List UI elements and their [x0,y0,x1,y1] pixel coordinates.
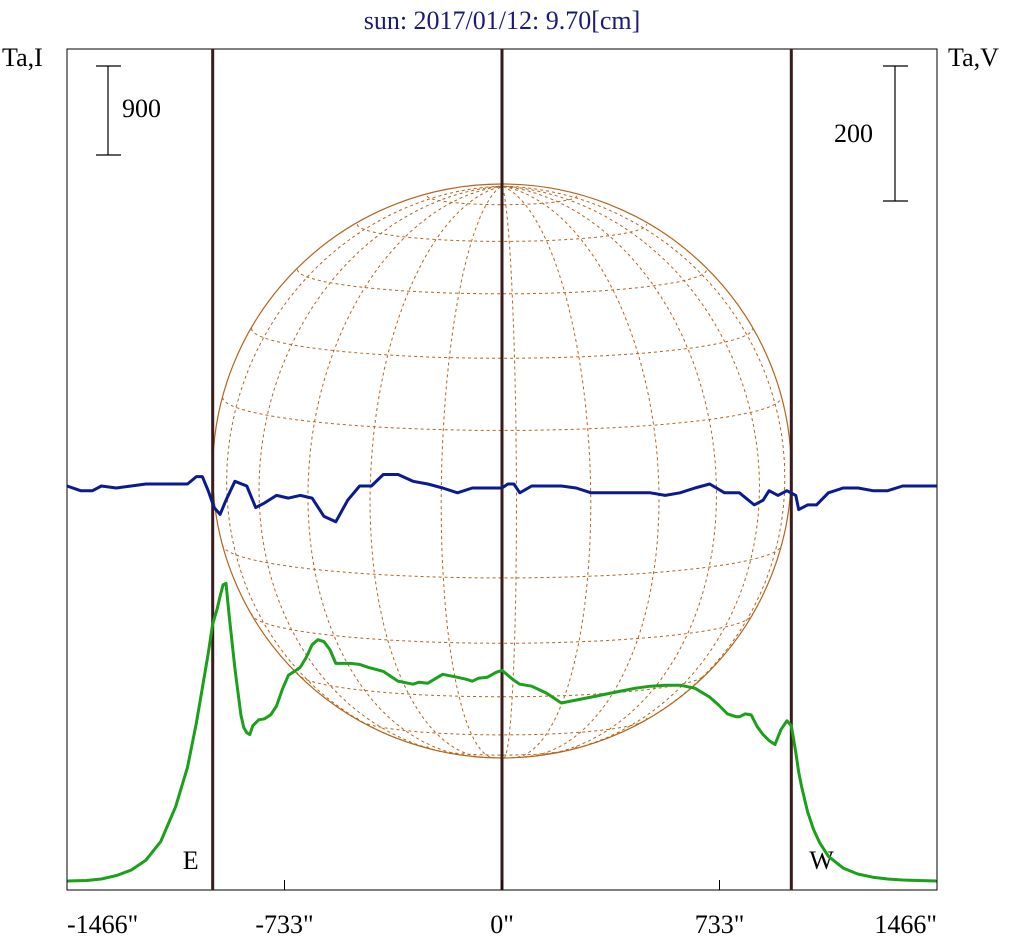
disk-longitude-line [440,185,503,759]
disk-longitude-line [501,185,592,759]
disk-longitude-line [307,185,503,758]
disk-latitude-line [251,613,753,644]
disk-latitude-line [251,328,753,359]
scale-bar-right: 200 [834,65,908,202]
limb-marker-label: E [183,846,199,875]
disk-longitude-line [501,185,761,756]
series-group [66,473,938,883]
polarization-series-line [66,473,937,524]
disk-longitude-line [226,185,503,750]
x-tick-label: -1466" [67,910,138,939]
disk-latitude-line [222,397,782,431]
right-axis-label: Ta,V [948,43,999,72]
scale-bar-left: 900 [96,65,161,156]
chart-title: sun: 2017/01/12: 9.70[cm] [364,6,641,35]
x-tick-label: -733" [255,910,313,939]
disk-longitude-line [501,185,660,758]
x-axis: -1466" -733" 0" 733" 1466" [66,880,938,939]
scale-bar-right-label: 200 [834,119,873,148]
disk-latitude-line [222,544,782,579]
disk-longitude-line [258,185,503,756]
scale-bar-left-label: 900 [122,94,161,123]
disk-longitude-line [501,185,786,745]
disk-latitude-line [296,269,708,295]
intensity-series-line [66,581,938,883]
left-axis-label: Ta,I [2,43,43,72]
x-tick-label: 0" [490,910,514,939]
disk-longitude-line [369,185,503,759]
limb-marker-label: W [809,846,834,875]
disk-longitude-line [501,185,718,758]
x-tick-label: 1466" [874,910,937,939]
x-tick-label: 733" [695,910,745,939]
